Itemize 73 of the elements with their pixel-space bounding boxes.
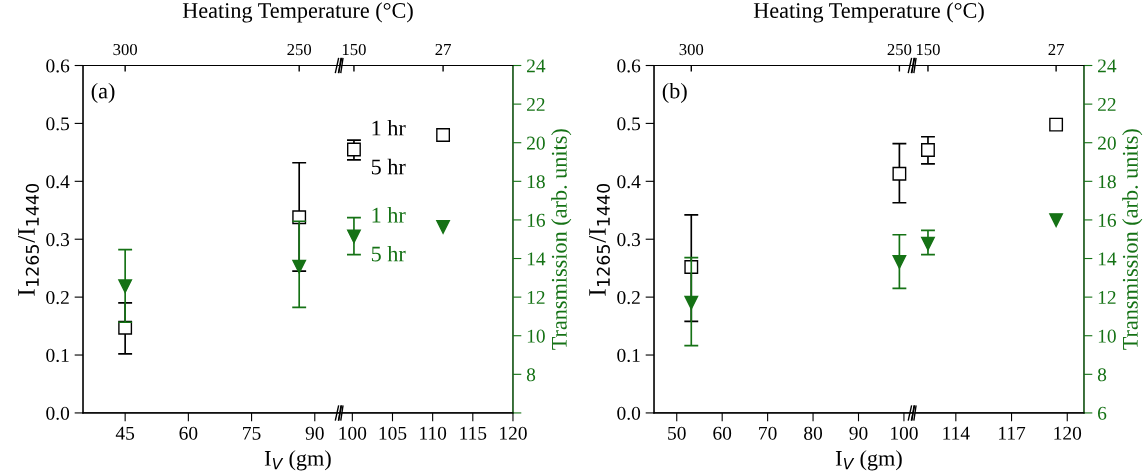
text: 300: [679, 43, 704, 56]
chart-title: Heating Temperature (°C): [182, 2, 413, 23]
x-tick-label: 80: [804, 426, 823, 440]
y2-tick-label: 8: [526, 368, 536, 382]
y2-tick-label: 18: [527, 175, 545, 189]
y2-axis-title: Transmission (arb. units): [551, 129, 572, 350]
y-axis-title: I$_{1265}$/I$_{1440}$: [18, 183, 39, 296]
y2-tick-label: 24: [527, 59, 546, 73]
y-tick-label: 0.4: [46, 175, 70, 189]
annotation: 5 hr: [371, 158, 406, 175]
annotation: (b): [662, 82, 687, 104]
y-tick-label: 0.6: [617, 59, 641, 73]
y2-tick-label: 14: [527, 252, 546, 266]
y2-tick-label: 22: [527, 97, 545, 111]
x-tick-label: 115: [460, 426, 487, 440]
y2-tick-label: 14: [1098, 252, 1117, 266]
y-tick-label: 0.1: [46, 348, 69, 363]
y2-tick-label: 20: [527, 136, 545, 150]
x-tick-label: 70: [759, 426, 777, 440]
text: 150: [342, 43, 366, 56]
annotation: 1 hr: [372, 119, 406, 136]
text: 27: [435, 43, 451, 56]
y-tick-label: 0.2: [46, 290, 69, 305]
x-tick-label: 90: [849, 426, 868, 440]
annotation: (a): [91, 82, 115, 104]
x-tick-label: 60: [713, 426, 732, 440]
x-tick-label: 110: [420, 426, 447, 440]
y-tick-label: 0.1: [617, 348, 640, 363]
x-tick-label: 120: [500, 426, 527, 440]
y-tick-label: 0.6: [46, 59, 70, 73]
y-tick-label: 0.5: [617, 117, 641, 131]
text: 150: [916, 43, 940, 56]
y2-tick-label: 20: [1098, 136, 1116, 150]
y-tick-label: 0.2: [617, 290, 640, 305]
y2-tick-label: 8: [1097, 368, 1107, 382]
x-tick-label: 100: [891, 426, 918, 440]
y2-tick-label: 16: [1098, 213, 1117, 227]
x-tick-label: 60: [179, 426, 198, 440]
y2-axis-title: Transmission (arb. units): [1122, 129, 1143, 350]
y-tick-label: 0.0: [617, 406, 641, 420]
y2-tick-label: 12: [527, 290, 545, 304]
text: 300: [113, 43, 138, 56]
y-tick-label: 0.4: [617, 175, 641, 189]
x-tick-label: 114: [943, 426, 970, 440]
annotation: 1 hr: [372, 207, 406, 223]
x-tick-label: 105: [379, 426, 407, 440]
x-tick-label: 120: [1054, 426, 1082, 440]
y2-tick-label: 10: [527, 329, 545, 343]
x-tick-label: 90: [305, 426, 324, 440]
y-tick-label: 0.5: [46, 117, 70, 131]
y-tick-label: 0.3: [617, 233, 641, 247]
annotation: 5 hr: [371, 245, 406, 262]
y-tick-label: 0.0: [46, 406, 70, 420]
text: 250: [287, 43, 312, 56]
x-tick-label: 117: [999, 426, 1026, 440]
x-tick-label: 50: [668, 426, 686, 440]
y2-tick-label: 22: [1098, 97, 1116, 111]
x-tick-label: 100: [339, 426, 367, 440]
y2-tick-label: 6: [1098, 406, 1107, 420]
y2-tick-label: 18: [1098, 175, 1116, 189]
y2-tick-label: 12: [1098, 290, 1116, 304]
text: 27: [1048, 43, 1064, 56]
y2-tick-label: 10: [1098, 329, 1116, 343]
x-axis-title: I$_{V}$ (gm): [264, 450, 331, 471]
x-tick-label: 45: [115, 426, 135, 440]
y2-tick-label: 24: [1098, 59, 1117, 73]
x-axis-title: I$_{V}$ (gm): [835, 450, 902, 471]
y2-tick-label: 16: [527, 213, 546, 227]
y-tick-label: 0.3: [46, 233, 70, 247]
text: 250: [887, 43, 912, 56]
y-axis-title: I$_{1265}$/I$_{1440}$: [589, 183, 610, 296]
chart-title: Heating Temperature (°C): [753, 2, 984, 23]
x-tick-label: 75: [243, 426, 261, 440]
